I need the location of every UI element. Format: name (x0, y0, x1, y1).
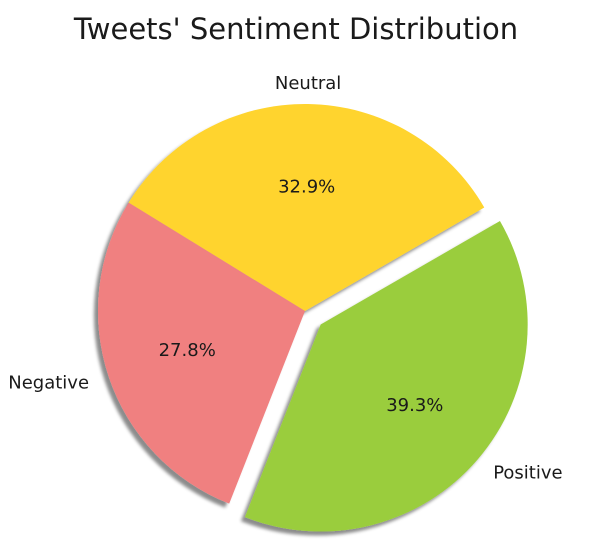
pct-label-negative: 27.8% (159, 340, 216, 361)
pie-slice-neutral (128, 104, 485, 311)
slice-label-positive: Positive (493, 463, 562, 484)
pct-label-positive: 39.3% (386, 395, 443, 416)
slice-label-neutral: Neutral (275, 73, 341, 94)
pie-group: 32.9% Neutral 27.8% Negative 39.3% Positive (8, 73, 563, 532)
pie-slice-positive (244, 221, 528, 532)
chart-title: Tweets' Sentiment Distribution (73, 12, 518, 46)
slice-label-negative: Negative (8, 373, 89, 394)
pct-label-neutral: 32.9% (278, 176, 335, 197)
pie-slice-negative (98, 202, 306, 504)
